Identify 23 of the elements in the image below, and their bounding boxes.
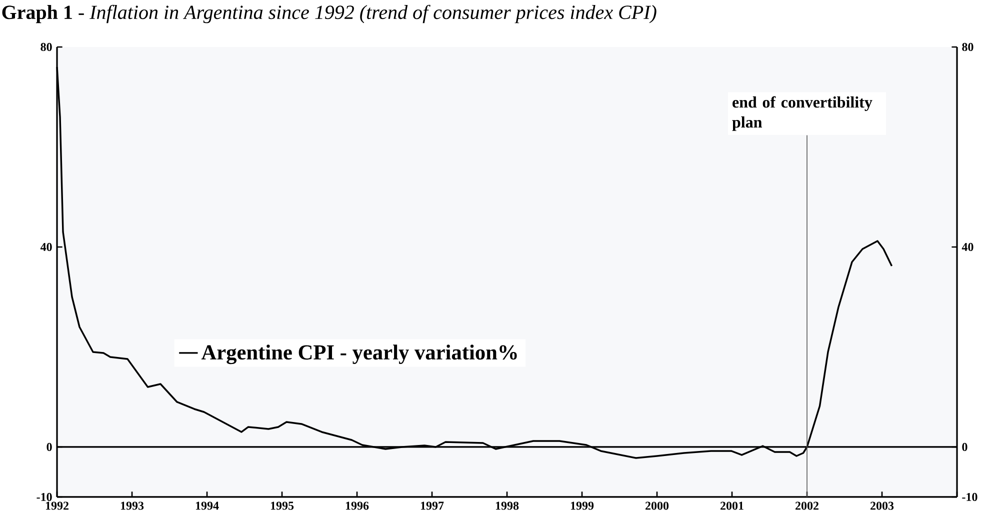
x-tick-label: 2000 <box>646 502 669 510</box>
chart-title: Graph 1 - Inflation in Argentina since 1992 (trend of consumer prices index CPI) <box>2 4 656 24</box>
x-tick-label: 1999 <box>570 502 594 510</box>
x-tick-label: 1995 <box>270 502 294 510</box>
x-tick-label: 2003 <box>870 502 894 510</box>
x-tick-label: 2002 <box>796 502 818 510</box>
x-tick-label: 1992 <box>46 502 68 510</box>
x-tick-label: 1994 <box>196 502 219 510</box>
ref-line-label: end of convertibility plan <box>732 96 872 131</box>
y2-tick-label: -10 <box>962 492 978 502</box>
y2-tick-label: 40 <box>962 242 974 252</box>
legend-label: Argentine CPI - yearly variation% <box>201 344 517 364</box>
y-tick-label: -10 <box>36 492 52 502</box>
y2-tick-label: 80 <box>962 42 974 52</box>
x-tick-label: 1996 <box>346 502 369 510</box>
x-tick-label: 1998 <box>496 502 519 510</box>
x-tick-label: 2001 <box>720 502 744 510</box>
x-tick-label: 1993 <box>120 502 144 510</box>
y-tick-label: 0 <box>46 442 52 452</box>
y-tick-label: 80 <box>40 42 52 52</box>
x-tick-label: 1997 <box>420 502 444 510</box>
y2-tick-label: 0 <box>962 442 968 452</box>
y-tick-label: 40 <box>40 242 52 252</box>
